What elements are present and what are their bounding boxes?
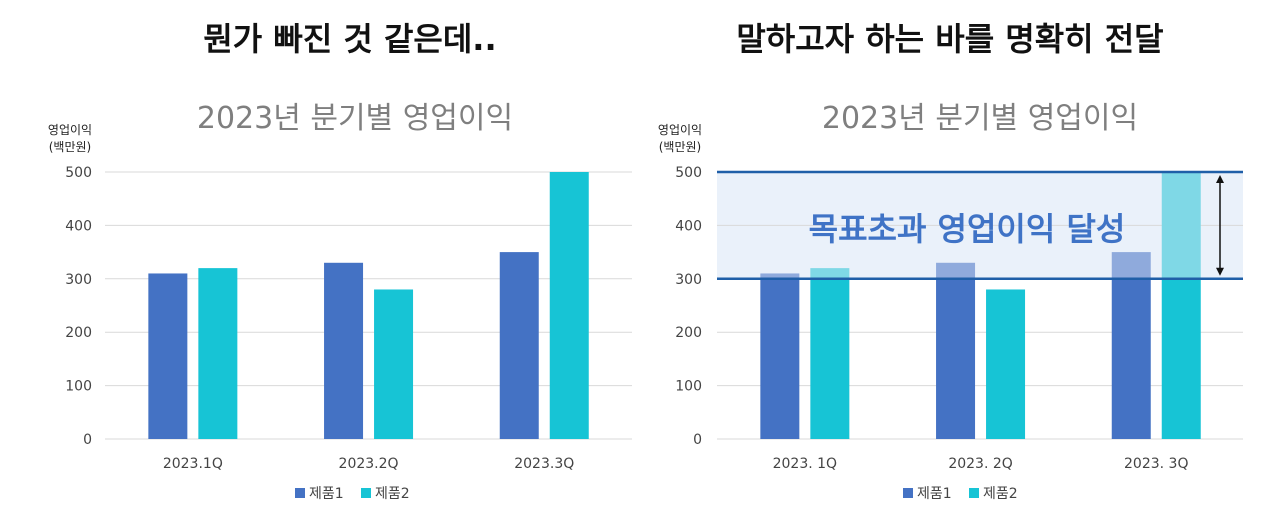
bar-1-2 (936, 278, 976, 439)
x-tick-label: 2023.3Q (514, 456, 574, 472)
x-tick-label: 2023. 1Q (773, 456, 837, 472)
x-tick-label: 2023.1Q (163, 456, 223, 472)
legend-label-2: 제품2 (375, 486, 410, 502)
bar-1-1 (760, 278, 800, 439)
y-tick-label: 100 (675, 379, 702, 395)
y-tick-label: 300 (675, 272, 702, 288)
legend-label-2: 제품2 (983, 486, 1018, 502)
bar-1-3 (499, 252, 539, 439)
bar-2-3 (1161, 278, 1201, 439)
bar-1-3-highlight (1111, 252, 1151, 279)
bar-1-2 (324, 262, 364, 439)
bar-1-2-highlight (936, 262, 976, 279)
bar-2-1-highlight (810, 268, 850, 279)
chart-title: 2023년 분기별 영업이익 (197, 101, 513, 136)
bar-2-2 (986, 289, 1026, 439)
y-tick-label: 400 (675, 218, 702, 234)
x-tick-label: 2023. 2Q (948, 456, 1012, 472)
bar-2-2 (374, 289, 414, 439)
y-tick-label: 500 (675, 165, 702, 181)
y-tick-label: 100 (65, 379, 92, 395)
y-axis-label-line: 영업이익 (658, 123, 702, 137)
annotation-callout: 목표초과 영업이익 달성 (809, 210, 1126, 248)
x-tick-label: 2023.2Q (339, 456, 399, 472)
y-tick-label: 0 (83, 432, 92, 448)
bar-1-1-highlight (760, 273, 800, 279)
bar-1-3 (1111, 278, 1151, 439)
range-arrow-head-up (1216, 175, 1224, 183)
y-tick-label: 0 (693, 432, 702, 448)
bar-2-3 (549, 172, 589, 439)
legend-swatch-1 (295, 488, 305, 498)
bar-2-3-highlight (1161, 172, 1201, 279)
legend-label-1: 제품1 (917, 486, 952, 502)
heading-left: 뭔가 빠진 것 같은데.. (203, 20, 497, 58)
y-tick-label: 300 (65, 272, 92, 288)
y-axis-label-line: 영업이익 (48, 123, 92, 137)
bar-2-1 (810, 278, 850, 439)
legend-swatch-2 (969, 488, 979, 498)
legend-label-1: 제품1 (309, 486, 344, 502)
x-tick-label: 2023. 3Q (1124, 456, 1188, 472)
legend-swatch-1 (903, 488, 913, 498)
bar-2-1 (198, 268, 238, 439)
y-axis-label-line: (백만원) (49, 140, 91, 154)
heading-right: 말하고자 하는 바를 명확히 전달 (736, 20, 1164, 58)
y-tick-label: 400 (65, 218, 92, 234)
y-axis-label-line: (백만원) (659, 140, 701, 154)
range-arrow-head-down (1216, 267, 1224, 276)
y-tick-label: 500 (65, 165, 92, 181)
y-tick-label: 200 (65, 325, 92, 341)
chart-title: 2023년 분기별 영업이익 (822, 101, 1138, 136)
bar-1-1 (148, 273, 188, 439)
y-tick-label: 200 (675, 325, 702, 341)
legend-swatch-2 (361, 488, 371, 498)
